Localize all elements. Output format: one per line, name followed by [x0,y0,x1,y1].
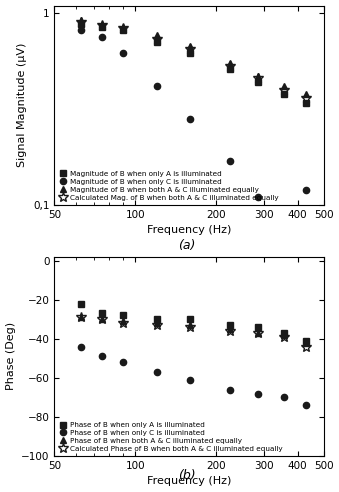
Magnitude of B when only C is illuminated [228,158,232,164]
Calculated Phase of B when both A & C illuminated equally [256,330,260,336]
Magnitude of B when only A is illuminated [188,50,193,56]
Line: Magnitude of B when only A is illuminated: Magnitude of B when only A is illuminate… [78,21,309,106]
Line: Phase of B when only C is illuminated: Phase of B when only C is illuminated [78,343,309,408]
Calculated Mag. of B when both A & C illuminated equally [256,75,260,81]
Phase of B when only C is illuminated [282,395,286,400]
Line: Phase of B when only A is illuminated: Phase of B when only A is illuminated [78,301,309,344]
Calculated Phase of B when both A & C illuminated equally [155,322,159,328]
Magnitude of B when only A is illuminated [121,27,125,33]
Phase of B when only A is illuminated [155,316,159,322]
Magnitude of B when only C is illuminated [121,50,125,56]
Phase of B when only C is illuminated [304,402,308,408]
Magnitude of B when both A & C illuminated equally [282,83,286,89]
Phase of B when both A & C illuminated equally [79,314,83,320]
Text: (a): (a) [178,239,195,251]
Calculated Phase of B when both A & C illuminated equally [304,343,308,349]
Calculated Mag. of B when both A & C illuminated equally [155,35,159,41]
Phase of B when only A is illuminated [188,316,193,322]
Y-axis label: Signal Magnitude (μV): Signal Magnitude (μV) [17,43,27,167]
Phase of B when both A & C illuminated equally [121,318,125,324]
Calculated Mag. of B when both A & C illuminated equally [121,25,125,31]
Phase of B when only A is illuminated [256,324,260,330]
Calculated Phase of B when both A & C illuminated equally [121,320,125,326]
X-axis label: Frequency (Hz): Frequency (Hz) [147,476,231,487]
Line: Magnitude of B when only C is illuminated: Magnitude of B when only C is illuminate… [78,27,309,212]
Phase of B when both A & C illuminated equally [188,322,193,328]
Phase of B when both A & C illuminated equally [256,330,260,336]
Phase of B when only C is illuminated [79,343,83,349]
Line: Magnitude of B when both A & C illuminated equally: Magnitude of B when both A & C illuminat… [78,17,309,97]
Magnitude of B when only A is illuminated [304,100,308,106]
Text: (b): (b) [178,469,195,482]
Magnitude of B when only C is illuminated [188,116,193,122]
Calculated Mag. of B when both A & C illuminated equally [188,46,193,52]
X-axis label: Frequency (Hz): Frequency (Hz) [147,225,231,235]
Phase of B when only C is illuminated [188,377,193,383]
Calculated Mag. of B when both A & C illuminated equally [79,19,83,25]
Magnitude of B when only C is illuminated [282,206,286,212]
Magnitude of B when only A is illuminated [256,79,260,85]
Phase of B when only C is illuminated [256,391,260,397]
Phase of B when both A & C illuminated equally [228,326,232,332]
Magnitude of B when both A & C illuminated equally [256,73,260,79]
Phase of B when both A & C illuminated equally [304,340,308,346]
Phase of B when only C is illuminated [155,369,159,375]
Magnitude of B when both A & C illuminated equally [100,21,104,27]
Magnitude of B when only C is illuminated [256,194,260,200]
Magnitude of B when only C is illuminated [79,27,83,33]
Calculated Mag. of B when both A & C illuminated equally [282,87,286,92]
Phase of B when only A is illuminated [304,338,308,344]
Phase of B when both A & C illuminated equally [282,332,286,338]
Line: Calculated Mag. of B when both A & C illuminated equally: Calculated Mag. of B when both A & C ill… [76,17,311,104]
Phase of B when only A is illuminated [100,310,104,316]
Line: Calculated Phase of B when both A & C illuminated equally: Calculated Phase of B when both A & C il… [76,312,311,352]
Calculated Mag. of B when both A & C illuminated equally [100,22,104,28]
Magnitude of B when only A is illuminated [79,21,83,27]
Calculated Phase of B when both A & C illuminated equally [79,314,83,320]
Magnitude of B when only A is illuminated [228,66,232,72]
Legend: Magnitude of B when only A is illuminated, Magnitude of B when only C is illumin: Magnitude of B when only A is illuminate… [58,170,280,201]
Phase of B when only C is illuminated [100,353,104,359]
Magnitude of B when both A & C illuminated equally [79,17,83,23]
Phase of B when only A is illuminated [282,330,286,336]
Phase of B when only A is illuminated [79,301,83,307]
Phase of B when only A is illuminated [121,312,125,318]
Magnitude of B when only C is illuminated [155,83,159,89]
Phase of B when only A is illuminated [228,322,232,328]
Magnitude of B when only A is illuminated [155,39,159,45]
Magnitude of B when both A & C illuminated equally [304,91,308,97]
Phase of B when only C is illuminated [121,359,125,365]
Phase of B when only C is illuminated [228,387,232,393]
Magnitude of B when both A & C illuminated equally [228,60,232,66]
Calculated Phase of B when both A & C illuminated equally [188,324,193,330]
Calculated Mag. of B when both A & C illuminated equally [304,95,308,101]
Calculated Mag. of B when both A & C illuminated equally [228,63,232,69]
Magnitude of B when only C is illuminated [304,187,308,193]
Phase of B when both A & C illuminated equally [155,320,159,326]
Magnitude of B when both A & C illuminated equally [121,24,125,30]
Magnitude of B when only A is illuminated [282,91,286,97]
Magnitude of B when only A is illuminated [100,24,104,30]
Magnitude of B when both A & C illuminated equally [155,32,159,38]
Calculated Phase of B when both A & C illuminated equally [282,334,286,340]
Line: Phase of B when both A & C illuminated equally: Phase of B when both A & C illuminated e… [78,314,309,346]
Phase of B when both A & C illuminated equally [100,316,104,322]
Y-axis label: Phase (Deg): Phase (Deg) [5,322,16,391]
Magnitude of B when both A & C illuminated equally [188,43,193,49]
Legend: Phase of B when only A is illuminated, Phase of B when only C is illuminated, Ph: Phase of B when only A is illuminated, P… [58,421,284,453]
Calculated Phase of B when both A & C illuminated equally [100,316,104,322]
Magnitude of B when only C is illuminated [100,34,104,40]
Calculated Phase of B when both A & C illuminated equally [228,328,232,334]
